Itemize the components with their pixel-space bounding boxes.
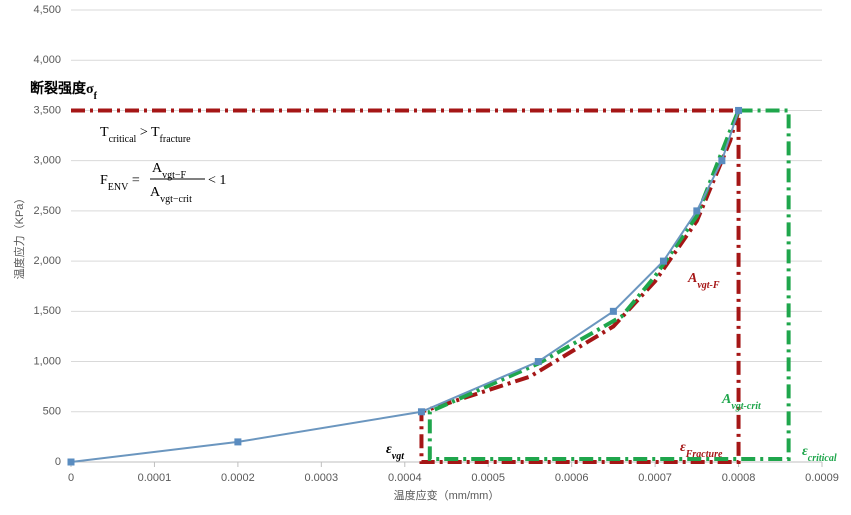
subscript: vgt-F — [697, 280, 720, 291]
text-part: A — [687, 271, 697, 286]
point — [417, 408, 425, 416]
annotation: < 1 — [208, 173, 226, 188]
point — [693, 207, 701, 215]
y-tick-label: 4,500 — [33, 4, 61, 16]
text-part: ε — [802, 444, 808, 459]
subscript: critical — [109, 134, 137, 145]
subscript: vgt−F — [162, 170, 186, 181]
point — [67, 458, 75, 466]
text-part: A — [152, 161, 163, 176]
y-axis-title: 温度应力（KPa） — [12, 193, 26, 280]
annotation: Avgt-F — [687, 271, 720, 291]
y-tick-label: 2,500 — [33, 205, 61, 217]
point — [718, 157, 726, 165]
x-tick-label: 0.0002 — [221, 472, 255, 484]
text-part: = — [128, 173, 140, 188]
text-part: T — [100, 125, 109, 140]
subscript: vgt−crit — [160, 194, 192, 205]
x-tick-label: 0.0009 — [805, 472, 839, 484]
annotation: Avgt−crit — [150, 185, 192, 205]
x-tick-label: 0.0004 — [388, 472, 422, 484]
y-tick-label: 1,000 — [33, 355, 61, 367]
subscript: critical — [808, 453, 837, 464]
point — [534, 358, 542, 366]
text-part: 断裂强度σ — [30, 80, 94, 97]
series-line — [70, 110, 740, 463]
y-tick-label: 0 — [55, 456, 61, 468]
x-tick-label: 0.0005 — [471, 472, 505, 484]
annotation: εFracture — [680, 440, 723, 460]
y-tick-label: 1,500 — [33, 305, 61, 317]
subscript: ENV — [108, 182, 129, 193]
x-tick-label: 0.0003 — [305, 472, 339, 484]
point — [659, 257, 667, 265]
x-tick-label: 0.0008 — [722, 472, 756, 484]
y-tick-label: 3,000 — [33, 155, 61, 167]
annotation: Avgt-crit — [721, 392, 762, 412]
subscript: f — [94, 91, 98, 102]
x-tick-label: 0.0006 — [555, 472, 589, 484]
annotation: Tcritical > Tfracture — [100, 125, 191, 145]
text-part: A — [721, 392, 731, 407]
text-part: < 1 — [208, 173, 226, 188]
text-part: > T — [136, 125, 160, 140]
y-tick-label: 500 — [43, 406, 61, 418]
annotation: εvgt — [386, 442, 405, 462]
series-line — [71, 108, 741, 464]
y-tick-label: 2,000 — [33, 255, 61, 267]
subscript: vgt-crit — [731, 401, 762, 412]
text-part: ε — [680, 440, 686, 455]
annotation: εcritical — [802, 444, 837, 464]
x-tick-label: 0.0007 — [638, 472, 672, 484]
text-part: ε — [386, 442, 392, 457]
point — [234, 438, 242, 446]
x-tick-label: 0.0001 — [138, 472, 172, 484]
subscript: vgt — [392, 451, 405, 462]
annotation: Avgt−F — [152, 161, 187, 181]
y-tick-label: 4,000 — [33, 54, 61, 66]
x-axis-title: 温度应变（mm/mm） — [394, 488, 500, 502]
x-tick-label: 0 — [68, 472, 74, 484]
subscript: Fracture — [685, 449, 723, 460]
text-part: A — [150, 185, 161, 200]
text-part: F — [100, 173, 108, 188]
annotation: 断裂强度σf — [30, 80, 98, 102]
annotation: FENV = — [100, 173, 140, 193]
subscript: fracture — [160, 134, 192, 145]
point — [735, 106, 743, 114]
y-tick-label: 3,500 — [33, 104, 61, 116]
point — [609, 307, 617, 315]
